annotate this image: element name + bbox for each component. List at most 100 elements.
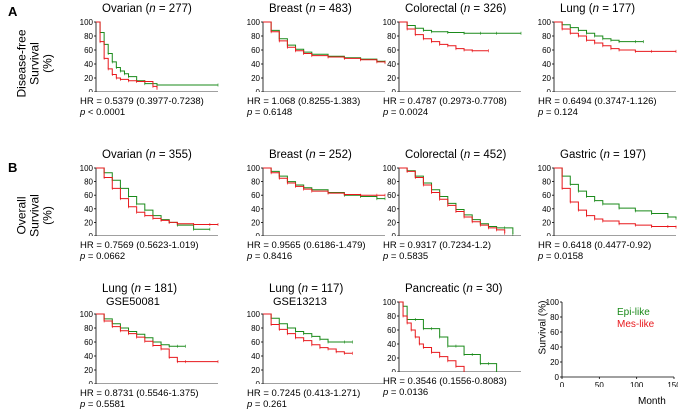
y-tick-label: 100 — [383, 298, 397, 307]
y-tick-label: 60 — [251, 46, 260, 55]
p-value-symbol: p — [247, 107, 253, 118]
y-tick-label: 100 — [383, 164, 397, 173]
p-value: p = 0.0024 — [383, 107, 428, 118]
p-value-text: = 0.0662 — [85, 251, 126, 262]
y-tick-label: 60 — [550, 328, 559, 337]
y-tick-label: 100 — [247, 310, 261, 319]
y-tick-label: 100 — [247, 18, 261, 27]
survival-curve-epi — [96, 21, 218, 86]
x-tick-label: 50 — [595, 381, 604, 387]
chart-title-count: = 452) — [470, 149, 507, 161]
legend-item-epi: Epi-like — [617, 307, 650, 318]
x-tick-label: 0 — [560, 381, 565, 387]
y-tick-label: 0 — [256, 88, 261, 92]
chart-title-n: n — [309, 149, 316, 161]
survival-curve-mes — [399, 21, 489, 52]
y-tick-label: 80 — [251, 32, 260, 41]
p-value-text: = 0.0136 — [388, 387, 429, 398]
y-tick-label: 0 — [555, 373, 560, 382]
hazard-ratio: HR = 1.068 (0.8255-1.383) — [247, 96, 361, 107]
panel-label-a: A — [8, 4, 18, 19]
chart-title-text: Breast ( — [269, 149, 310, 161]
y-tick-label: 80 — [84, 178, 93, 187]
y-tick-label: 100 — [538, 164, 552, 173]
chart-title: Gastric (n = 197) — [560, 149, 646, 161]
y-tick-label: 60 — [387, 326, 396, 335]
y-tick-label: 0 — [547, 88, 552, 92]
hazard-ratio: HR = 0.3546 (0.1556-0.8083) — [383, 376, 507, 387]
y-tick-label: 80 — [387, 32, 396, 41]
y-tick-label: 0 — [392, 232, 397, 236]
chart-title: Breast (n = 252) — [269, 149, 352, 161]
km-plot-a1: 100 80 60 40 20 0 — [80, 18, 219, 92]
y-tick-label: 60 — [387, 191, 396, 200]
legend-y-axis-label: Survival (%) — [537, 300, 549, 355]
y-tick-label: 20 — [84, 366, 93, 375]
chart-title-text: Lung ( — [560, 3, 593, 15]
y-tick-label: 20 — [251, 366, 260, 375]
hazard-ratio: HR = 0.4787 (0.2973-0.7708) — [383, 96, 507, 107]
y-tick-label: 40 — [542, 60, 551, 69]
y-tick-label: 80 — [251, 324, 260, 333]
p-value-text: = 0.8416 — [252, 251, 293, 262]
y-tick-label: 0 — [256, 380, 261, 384]
chart-subtitle: GSE13213 — [273, 296, 327, 308]
p-value-text: = 0.0024 — [388, 107, 429, 118]
y-tick-label: 0 — [256, 232, 261, 236]
p-value: p < 0.0001 — [80, 107, 125, 118]
survival-curve-mes — [554, 21, 676, 52]
y-tick-label: 20 — [387, 354, 396, 363]
y-tick-label: 60 — [542, 46, 551, 55]
y-tick-label: 60 — [251, 338, 260, 347]
y-tick-label: 80 — [550, 313, 559, 322]
p-value-symbol: p — [80, 251, 86, 262]
y-tick-label: 0 — [547, 232, 552, 236]
y-tick-label: 40 — [387, 340, 396, 349]
y-tick-label: 100 — [538, 18, 552, 27]
survival-curve-mes — [263, 21, 386, 63]
p-value-symbol: p — [247, 399, 253, 410]
p-value-symbol: p — [80, 399, 86, 410]
survival-curve-epi — [96, 313, 186, 347]
row-label-line: (%) — [40, 206, 55, 225]
chart-title: Lung (n = 181) — [102, 283, 177, 295]
y-tick-label: 40 — [251, 205, 260, 214]
hazard-ratio: HR = 0.8731 (0.5546-1.375) — [80, 388, 199, 399]
survival-curve-epi — [554, 167, 677, 219]
y-tick-label: 100 — [546, 298, 560, 307]
survival-curve-mes — [263, 167, 385, 196]
chart-title: Colorectal (n = 326) — [405, 3, 506, 15]
panel-label-b: B — [8, 160, 18, 175]
km-plot-c1: 100 80 60 40 20 0 — [80, 310, 219, 384]
chart-title: Ovarian (n = 355) — [102, 149, 192, 161]
y-tick-label: 100 — [80, 310, 94, 319]
chart-title-n: n — [463, 3, 471, 15]
p-value-symbol: p — [538, 107, 544, 118]
hazard-ratio: HR = 0.7569 (0.5623-1.019) — [80, 240, 199, 251]
km-plot-a2: 100 80 60 40 20 0 — [247, 18, 386, 92]
y-tick-label: 80 — [387, 178, 396, 187]
y-tick-label: 100 — [80, 164, 94, 173]
y-tick-label: 60 — [84, 46, 93, 55]
survival-curve-epi — [399, 301, 498, 372]
km-plot-legend-axes: 100 80 60 40 20 00 50 100 150 — [546, 298, 678, 387]
chart-title-text: Pancreatic ( — [405, 283, 467, 295]
y-tick-label: 40 — [84, 60, 93, 69]
chart-title: Lung (n = 117) — [269, 283, 343, 295]
y-tick-label: 100 — [80, 18, 94, 27]
y-tick-label: 40 — [84, 205, 93, 214]
legend-x-axis-label: Month — [638, 396, 666, 407]
km-plot-c3: 100 80 60 40 20 0 — [383, 298, 521, 372]
p-value-symbol: p — [538, 251, 544, 262]
y-tick-label: 0 — [89, 88, 94, 92]
chart-title-n: n — [466, 283, 473, 295]
chart-title-text: Lung ( — [102, 283, 135, 295]
row-label-line: (%) — [40, 54, 55, 73]
p-value-symbol: p — [247, 251, 253, 262]
y-tick-label: 20 — [387, 218, 396, 227]
km-plot-c2: 100 80 60 40 20 0 — [247, 310, 385, 384]
y-tick-label: 40 — [542, 205, 551, 214]
chart-title-count: = 252) — [315, 149, 352, 161]
hazard-ratio: HR = 0.5379 (0.3977-0.7238) — [80, 96, 204, 107]
legend: Epi-like Mes-like — [617, 307, 654, 331]
